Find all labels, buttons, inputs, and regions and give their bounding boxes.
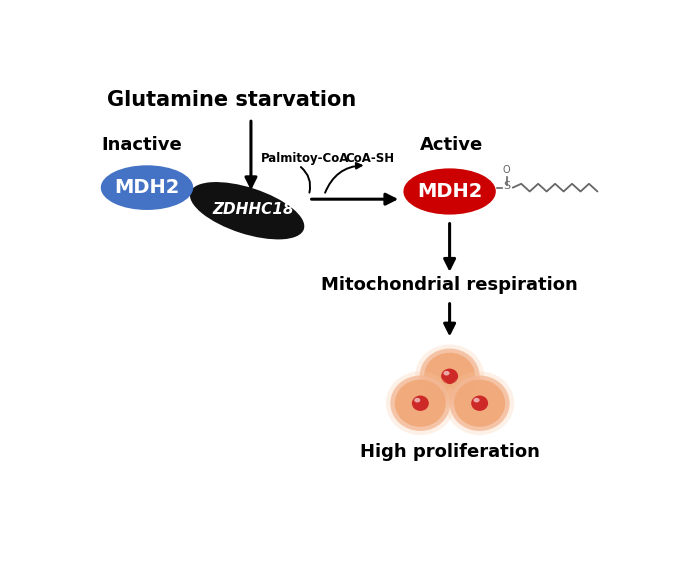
- Ellipse shape: [473, 398, 480, 402]
- Text: Glutamine starvation: Glutamine starvation: [107, 90, 356, 110]
- Text: CoA-SH: CoA-SH: [346, 152, 395, 165]
- Ellipse shape: [441, 369, 458, 384]
- Text: MDH2: MDH2: [114, 178, 180, 197]
- Ellipse shape: [395, 380, 446, 427]
- Ellipse shape: [419, 349, 480, 404]
- Ellipse shape: [391, 376, 450, 431]
- Text: Palmitoy-CoA: Palmitoy-CoA: [260, 152, 349, 165]
- Ellipse shape: [454, 380, 505, 427]
- Text: S: S: [503, 181, 510, 191]
- Text: Mitochondrial respiration: Mitochondrial respiration: [321, 277, 578, 294]
- Ellipse shape: [415, 344, 484, 408]
- Ellipse shape: [471, 395, 488, 411]
- Ellipse shape: [412, 395, 429, 411]
- Ellipse shape: [414, 398, 420, 402]
- Ellipse shape: [424, 353, 475, 400]
- Ellipse shape: [386, 372, 455, 435]
- Text: ZDHHC18: ZDHHC18: [212, 201, 294, 217]
- Ellipse shape: [449, 376, 510, 431]
- Ellipse shape: [190, 182, 304, 240]
- Text: Inactive: Inactive: [102, 137, 182, 154]
- Ellipse shape: [445, 372, 514, 435]
- Text: High proliferation: High proliferation: [360, 443, 540, 461]
- Ellipse shape: [101, 166, 193, 210]
- Text: MDH2: MDH2: [417, 182, 482, 201]
- Ellipse shape: [444, 371, 449, 376]
- FancyArrowPatch shape: [325, 163, 361, 193]
- Text: O: O: [503, 166, 510, 175]
- FancyArrowPatch shape: [301, 167, 310, 193]
- Text: Active: Active: [419, 137, 483, 154]
- Ellipse shape: [403, 168, 496, 215]
